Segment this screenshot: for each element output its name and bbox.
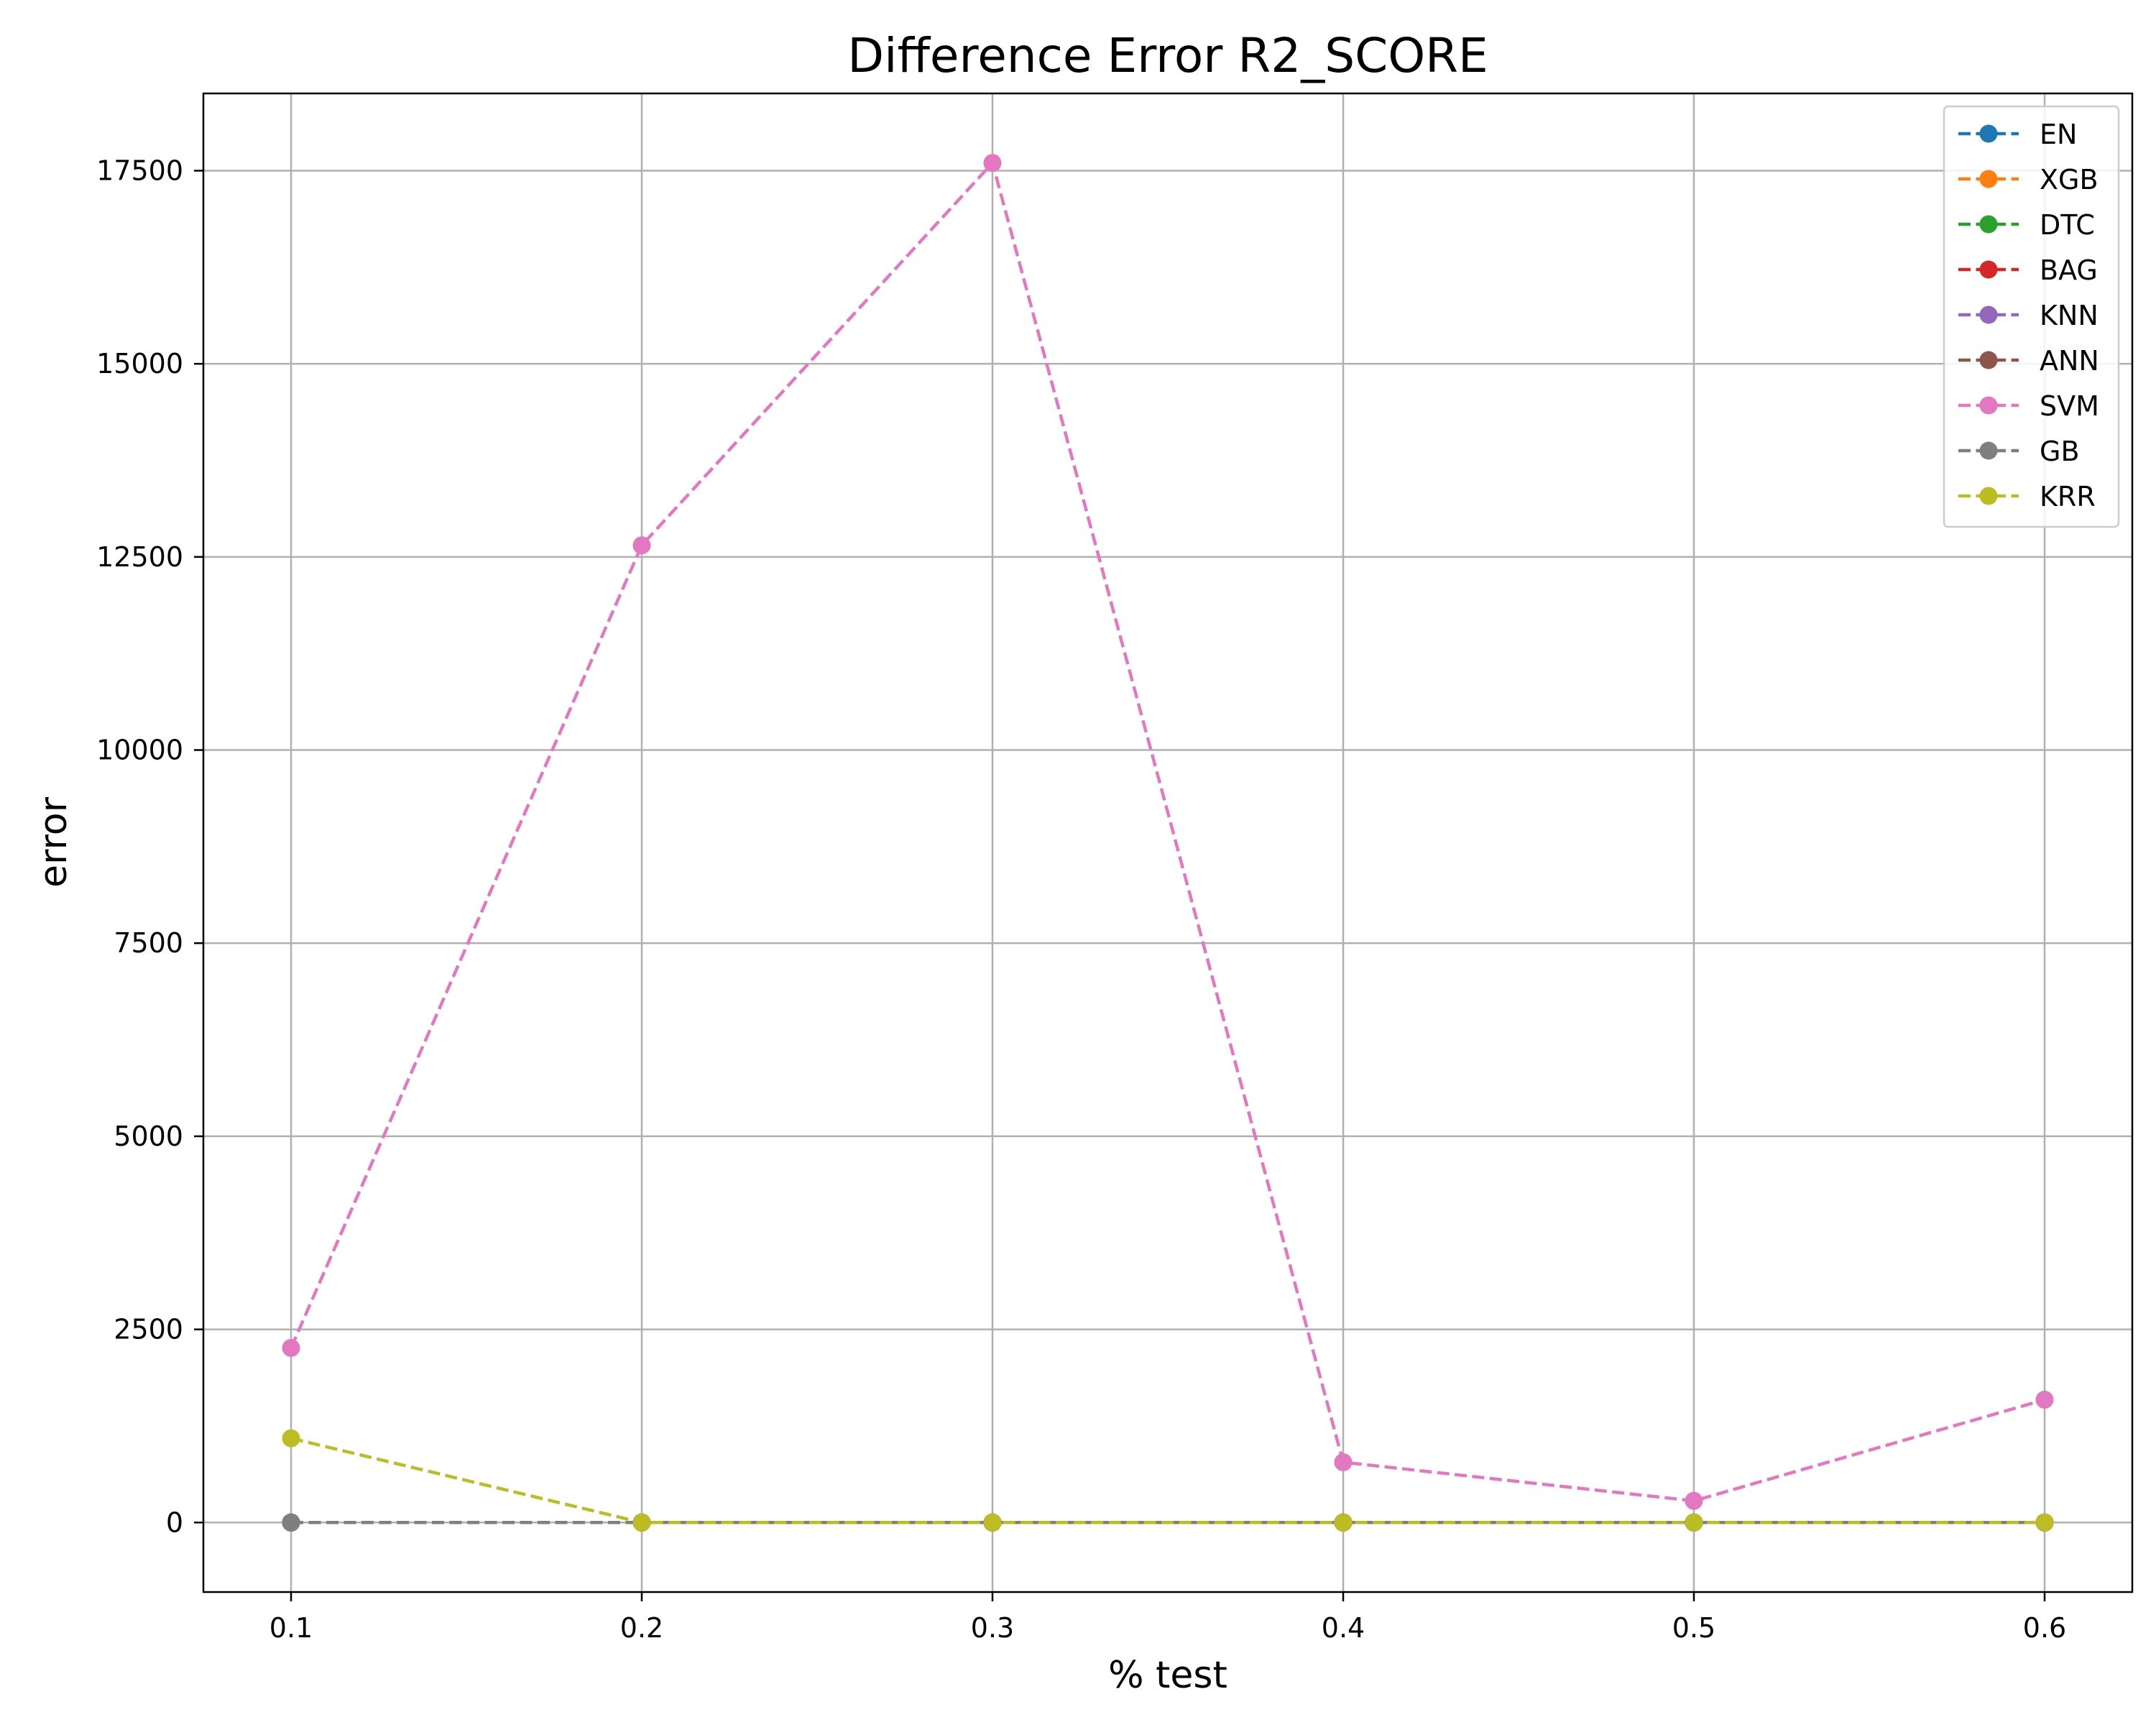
data-point-svm: [282, 1338, 300, 1357]
legend-item-xgb: XGB: [1958, 164, 2099, 196]
legend-label: DTC: [2040, 209, 2095, 241]
y-tick-label: 12500: [96, 541, 183, 573]
legend-swatch-marker: [1979, 396, 1998, 415]
y-tick-label: 10000: [96, 735, 183, 766]
legend-label: SVM: [2040, 390, 2099, 422]
legend-label: KNN: [2040, 300, 2099, 331]
legend-label: GB: [2040, 436, 2080, 467]
legend-swatch-marker: [1979, 170, 1998, 188]
legend-item-gb: GB: [1958, 436, 2080, 467]
legend-swatch-marker: [1979, 305, 1998, 324]
series-layer: [282, 154, 2054, 1532]
series-svm: [282, 154, 2054, 1510]
legend-label: BAG: [2040, 254, 2098, 286]
legend-frame: [1943, 105, 2120, 528]
legend: EN XGB DTC BAG KNN ANN SVM GB KRR: [1943, 105, 2120, 528]
y-tick-label: 7500: [114, 927, 183, 959]
chart-title: Difference Error R2_SCORE: [847, 28, 1488, 83]
series-line-krr: [290, 1436, 2045, 1524]
x-axis-label: % test: [1108, 1654, 1227, 1697]
legend-item-ann: ANN: [1958, 345, 2099, 377]
x-tick-label: 0.4: [1322, 1612, 1365, 1644]
y-tick-label: 15000: [96, 348, 183, 380]
data-point-svm: [632, 536, 651, 555]
x-tick-label: 0.6: [2023, 1612, 2066, 1644]
legend-label: EN: [2040, 119, 2077, 150]
legend-label: KRR: [2040, 481, 2096, 512]
legend-item-krr: KRR: [1958, 481, 2096, 512]
data-point-krr: [2035, 1513, 2054, 1532]
plot-area-frame: [202, 92, 2134, 1593]
x-tick-label: 0.2: [620, 1612, 663, 1644]
data-point-krr: [1685, 1513, 1703, 1532]
legend-label: ANN: [2040, 345, 2099, 377]
legend-swatch-marker: [1979, 260, 1998, 279]
legend-swatch-marker: [1979, 215, 1998, 234]
axis-ticks: 0.1 0.2 0.3 0.4 0.5 0.6 0 2500 5000 7500 10000 1250…: [96, 155, 2066, 1644]
series-line-svm: [289, 161, 2045, 1503]
y-tick-label: 17500: [96, 155, 183, 186]
data-point-krr: [1334, 1513, 1353, 1532]
legend-item-en: EN: [1958, 119, 2077, 150]
data-point-krr: [983, 1513, 1002, 1532]
y-axis-label: error: [32, 796, 75, 888]
data-point-svm: [1334, 1453, 1353, 1471]
legend-item-bag: BAG: [1958, 254, 2098, 286]
y-tick-label: 2500: [114, 1314, 183, 1346]
legend-item-knn: KNN: [1958, 300, 2099, 331]
data-point-svm: [983, 154, 1002, 172]
legend-swatch-marker: [1979, 441, 1998, 460]
data-point-svm: [2035, 1390, 2054, 1409]
x-tick-label: 0.3: [971, 1612, 1014, 1644]
data-point-krr: [282, 1429, 300, 1448]
y-tick-label: 0: [166, 1506, 183, 1538]
data-point-gb: [282, 1513, 300, 1532]
legend-item-dtc: DTC: [1958, 209, 2095, 241]
x-tick-label: 0.5: [1672, 1612, 1715, 1644]
legend-swatch-marker: [1979, 351, 1998, 369]
legend-swatch-marker: [1979, 124, 1998, 143]
y-tick-label: 5000: [114, 1121, 183, 1152]
data-point-svm: [1685, 1491, 1703, 1510]
legend-item-svm: SVM: [1958, 390, 2099, 422]
x-tick-label: 0.1: [270, 1612, 313, 1644]
series-krr: [282, 1429, 2054, 1532]
data-point-krr: [632, 1513, 651, 1532]
legend-label: XGB: [2040, 164, 2099, 196]
legend-swatch-marker: [1979, 487, 1998, 505]
